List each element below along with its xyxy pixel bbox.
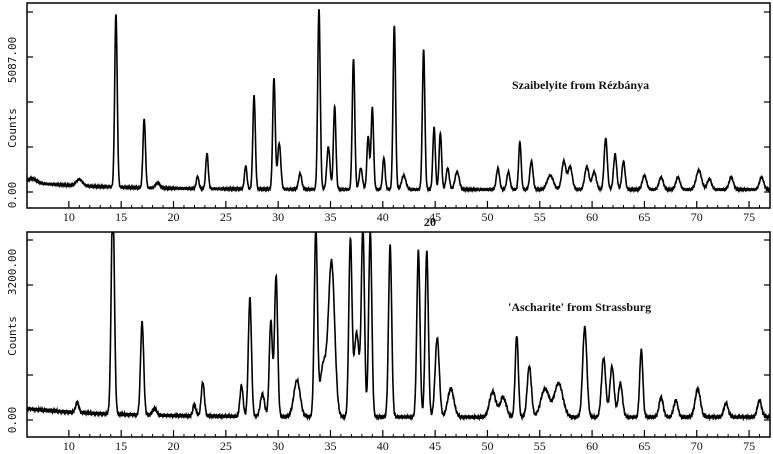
plot-frame-bottom (26, 231, 771, 438)
x-tick-label: 20 (168, 439, 180, 453)
x-tick-label: 65 (638, 439, 650, 453)
x-tick-label: 30 (272, 210, 284, 224)
x-tick-label: 35 (324, 210, 336, 224)
x-tick-label: 75 (743, 439, 755, 453)
x-tick-label: 55 (534, 439, 546, 453)
annotation-bottom: 'Ascharite' from Strassburg (508, 300, 651, 314)
x-tick-label: 10 (63, 439, 75, 453)
x-tick-label: 70 (691, 439, 703, 453)
x-tick-label: 50 (481, 210, 493, 224)
x-tick-label: 15 (115, 439, 127, 453)
x-tick-label: 65 (638, 210, 650, 224)
y-ticks-bottom (27, 239, 770, 421)
y-axis-label-top: Counts (6, 108, 19, 148)
y-ticks-top (27, 11, 770, 193)
x-tick-label: 25 (220, 210, 232, 224)
x-tick-label: 10 (63, 210, 75, 224)
panel-ascharite: 10 15 20 25 30 35 40 45 50 55 60 65 70 75 3200.00 0.0… (6, 231, 771, 453)
plot-frame-top (26, 2, 771, 209)
x-ticks-top: 10 15 20 25 30 35 40 45 50 55 60 65 70 75 (63, 201, 771, 224)
x-tick-label: 60 (586, 210, 598, 224)
x-tick-label: 50 (481, 439, 493, 453)
y-tick-label-bottom-zero: 0.00 (6, 407, 19, 434)
x-ticks-bottom: 10 15 20 25 30 35 40 45 50 55 60 65 70 75 (63, 430, 771, 453)
x-tick-label: 35 (324, 439, 336, 453)
x-tick-label: 75 (743, 210, 755, 224)
diffraction-trace-bottom (26, 232, 771, 422)
x-tick-label: 45 (429, 210, 441, 224)
x-tick-label: 20 (168, 210, 180, 224)
x-axis-label: 2θ (424, 215, 436, 229)
y-tick-label-bottom-max: 3200.00 (6, 249, 19, 295)
panel-szaibelyite: 10 15 20 25 30 35 40 45 50 55 60 65 70 75 5087.00 0.0… (6, 2, 771, 224)
x-tick-label: 45 (429, 439, 441, 453)
x-tick-label: 60 (586, 439, 598, 453)
x-tick-label: 25 (220, 439, 232, 453)
y-tick-label-top-zero: 0.00 (6, 182, 19, 209)
y-tick-label-top-max: 5087.00 (6, 37, 19, 83)
x-tick-label: 30 (272, 439, 284, 453)
annotation-top: Szaibelyite from Rézbánya (512, 78, 649, 92)
x-tick-label: 15 (115, 210, 127, 224)
x-tick-label: 70 (691, 210, 703, 224)
x-tick-label: 55 (534, 210, 546, 224)
y-axis-label-bottom: Counts (6, 316, 19, 356)
x-tick-label: 40 (377, 210, 389, 224)
diffraction-trace-top (26, 9, 771, 194)
x-tick-label: 40 (377, 439, 389, 453)
